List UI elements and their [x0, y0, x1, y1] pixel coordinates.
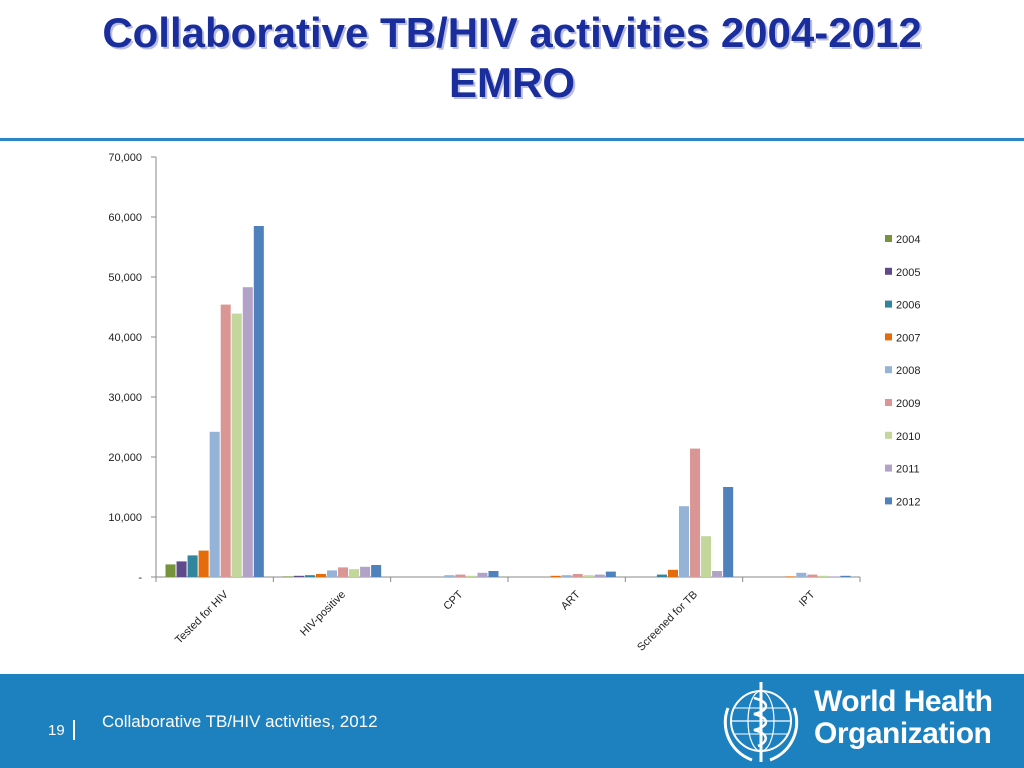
bar-2011 — [477, 572, 488, 577]
legend-swatch — [885, 235, 892, 242]
bar-2006 — [656, 574, 667, 577]
title-divider — [0, 138, 1024, 141]
bar-2007 — [785, 576, 796, 577]
page-number: 19 — [48, 722, 65, 739]
y-tick-label: - — [138, 572, 142, 584]
y-tick-label: 50,000 — [108, 272, 142, 284]
bar-2010 — [583, 575, 594, 577]
bar-chart: - 10,000 20,000 30,000 40,000 50,000 60,000 70,… — [108, 152, 920, 654]
slide-title-line1: Collaborative TB/HIV activities 2004-201… — [102, 9, 922, 56]
bar-2009 — [572, 574, 583, 577]
bar-2007 — [667, 569, 678, 577]
bar-2008 — [678, 506, 690, 577]
x-tick-label: IPT — [797, 588, 818, 609]
legend-label: 2011 — [896, 464, 920, 476]
bar-2007 — [315, 574, 326, 577]
bar-2005 — [176, 561, 187, 577]
footer-bar: 19 Collaborative TB/HIV activities, 2012… — [0, 674, 1024, 768]
y-tick-label: 40,000 — [108, 332, 142, 344]
bar-2009 — [690, 448, 701, 577]
bar-2010 — [349, 569, 360, 577]
chart-legend: 2004 2005 2006 2007 2008 2009 2010 2011 2012 — [885, 234, 920, 508]
who-logotype: World Health Organization — [814, 685, 993, 750]
slide-title: Collaborative TB/HIV activities 2004-201… — [0, 8, 1024, 108]
bar-2009 — [455, 574, 466, 577]
bar-2012 — [723, 487, 734, 577]
bar-2012 — [371, 565, 382, 577]
x-tick-label: HIV-positive — [298, 589, 348, 639]
bar-2010 — [818, 575, 829, 577]
y-tick-label: 30,000 — [108, 392, 142, 404]
legend-label: 2008 — [896, 365, 920, 377]
bar-2012 — [840, 575, 851, 577]
bar-2006 — [187, 555, 198, 577]
bar-2011 — [360, 566, 371, 577]
bar-2007 — [198, 550, 209, 577]
bar-2007 — [550, 575, 561, 577]
legend-label: 2010 — [896, 431, 920, 443]
footer-caption: Collaborative TB/HIV activities, 2012 — [102, 712, 378, 731]
legend-label: 2012 — [896, 496, 920, 508]
y-axis: - 10,000 20,000 30,000 40,000 50,000 60,000 70,… — [108, 152, 157, 584]
who-logotype-line1: World Health — [814, 685, 993, 718]
bar-2012 — [488, 571, 499, 577]
y-tick-label: 70,000 — [108, 152, 142, 164]
slide-title-line2: EMRO — [449, 59, 575, 106]
bar-2009 — [338, 567, 349, 577]
x-tick-label: Screened for TB — [635, 589, 700, 654]
bar-2004 — [282, 576, 293, 577]
bar-2008 — [326, 570, 338, 577]
legend-swatch — [885, 399, 892, 406]
legend-swatch — [885, 300, 892, 308]
bar-2008 — [561, 575, 572, 577]
y-tick-label: 10,000 — [108, 512, 142, 524]
x-tick-label: CPT — [441, 588, 465, 612]
bar-2010 — [701, 536, 712, 577]
y-tick-label: 60,000 — [108, 212, 142, 224]
bar-2009 — [220, 304, 231, 577]
x-tick-label: ART — [559, 588, 583, 612]
bar-2011 — [242, 287, 253, 577]
bar-2008 — [796, 572, 807, 577]
bar-2004 — [165, 564, 176, 577]
bar-2011 — [712, 571, 723, 577]
legend-label: 2004 — [896, 234, 920, 246]
y-tick-label: 20,000 — [108, 452, 142, 464]
who-emblem-icon — [723, 682, 799, 762]
legend-label: 2005 — [896, 267, 920, 279]
x-tick-label: Tested for HIV — [173, 588, 231, 646]
legend-swatch — [885, 497, 892, 505]
bars — [165, 226, 851, 577]
bar-2005 — [293, 575, 304, 577]
bar-2008 — [209, 431, 220, 577]
bar-2012 — [605, 571, 616, 577]
legend-swatch — [885, 366, 892, 374]
bar-2012 — [253, 226, 264, 577]
x-axis: Tested for HIV HIV-positive CPT ART Screened… — [155, 576, 861, 654]
bar-2011 — [594, 574, 605, 577]
legend-swatch — [885, 267, 892, 275]
bar-2008 — [444, 575, 455, 577]
legend-label: 2006 — [896, 300, 920, 312]
page-number-separator — [73, 720, 75, 740]
bar-2010 — [231, 313, 242, 577]
legend-swatch — [885, 464, 892, 472]
bar-2009 — [807, 574, 818, 577]
bar-2010 — [466, 575, 477, 577]
legend-swatch — [885, 333, 892, 341]
legend-label: 2007 — [896, 332, 920, 344]
legend-swatch — [885, 431, 892, 439]
who-logotype-line2: Organization — [814, 717, 992, 750]
bar-2006 — [304, 575, 315, 577]
bar-2011 — [829, 576, 840, 577]
legend-label: 2009 — [896, 398, 920, 410]
